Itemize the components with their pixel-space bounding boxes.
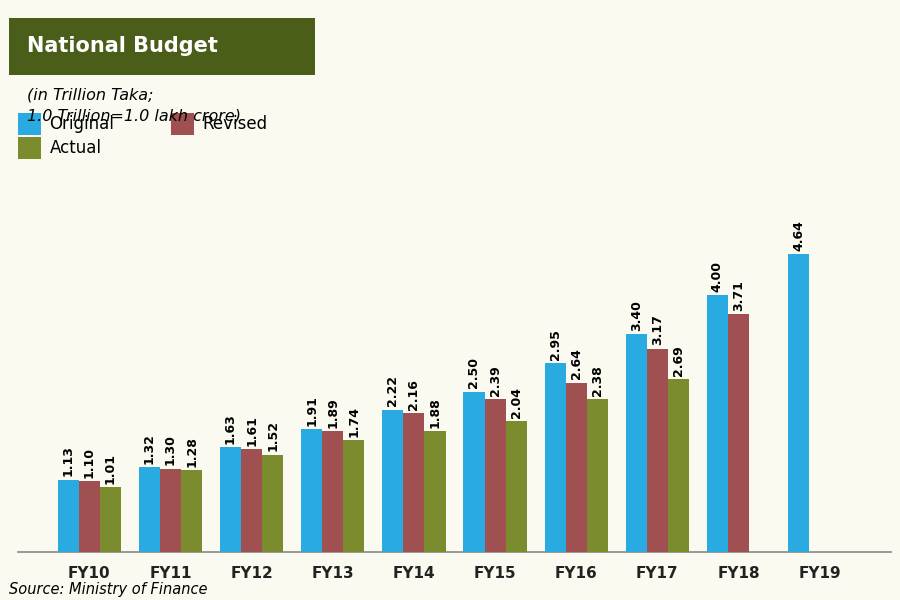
Bar: [728, 314, 749, 552]
Text: 1.0 Trillion=1.0 lakh crore): 1.0 Trillion=1.0 lakh crore): [27, 108, 241, 123]
Text: 1.88: 1.88: [428, 397, 442, 428]
Bar: [302, 430, 322, 552]
Text: 3.40: 3.40: [630, 300, 643, 331]
Text: 1.89: 1.89: [327, 397, 339, 428]
Text: (in Trillion Taka;: (in Trillion Taka;: [27, 87, 153, 102]
Bar: [788, 254, 809, 552]
Text: 1.91: 1.91: [305, 395, 319, 426]
Bar: [506, 421, 526, 552]
Text: 1.74: 1.74: [347, 406, 360, 437]
Bar: [544, 363, 566, 552]
Text: 2.39: 2.39: [489, 365, 501, 395]
Text: National Budget: National Budget: [27, 37, 218, 56]
Text: 2.64: 2.64: [570, 349, 582, 379]
Bar: [139, 467, 160, 552]
Text: 1.01: 1.01: [104, 453, 117, 484]
Bar: [403, 413, 425, 552]
Bar: [566, 383, 587, 552]
Bar: [220, 448, 241, 552]
Text: 1.28: 1.28: [185, 436, 198, 467]
Text: Source: Ministry of Finance: Source: Ministry of Finance: [9, 582, 208, 597]
Text: 1.13: 1.13: [62, 445, 75, 476]
Bar: [181, 470, 202, 552]
Text: 1.30: 1.30: [164, 434, 177, 466]
Bar: [464, 392, 484, 552]
Text: 2.95: 2.95: [549, 329, 562, 359]
Bar: [425, 431, 446, 552]
Bar: [241, 449, 262, 552]
Bar: [322, 431, 343, 552]
Bar: [706, 295, 728, 552]
Bar: [484, 399, 506, 552]
Text: 2.38: 2.38: [590, 365, 604, 396]
Bar: [79, 481, 100, 552]
Bar: [668, 379, 689, 552]
Text: 2.22: 2.22: [386, 376, 400, 406]
Bar: [647, 349, 668, 552]
Bar: [626, 334, 647, 552]
Text: 4.00: 4.00: [711, 261, 724, 292]
Text: 1.10: 1.10: [83, 447, 95, 478]
Text: 2.04: 2.04: [509, 387, 523, 418]
Bar: [58, 479, 79, 552]
Text: 1.61: 1.61: [245, 415, 258, 446]
Text: 1.52: 1.52: [266, 421, 279, 451]
Text: 2.16: 2.16: [408, 379, 420, 410]
Bar: [160, 469, 181, 552]
Text: 1.32: 1.32: [143, 433, 156, 464]
Text: Original: Original: [50, 115, 114, 133]
Text: 3.17: 3.17: [651, 314, 664, 346]
Text: 2.50: 2.50: [467, 358, 481, 388]
Text: Actual: Actual: [50, 139, 102, 157]
Text: 3.71: 3.71: [732, 280, 745, 311]
Bar: [382, 410, 403, 552]
Text: 2.69: 2.69: [672, 346, 685, 376]
Text: Revised: Revised: [202, 115, 267, 133]
Bar: [343, 440, 364, 552]
Text: 4.64: 4.64: [792, 220, 806, 251]
Bar: [100, 487, 121, 552]
Bar: [587, 400, 608, 552]
Bar: [262, 455, 284, 552]
Text: 1.63: 1.63: [224, 413, 237, 444]
